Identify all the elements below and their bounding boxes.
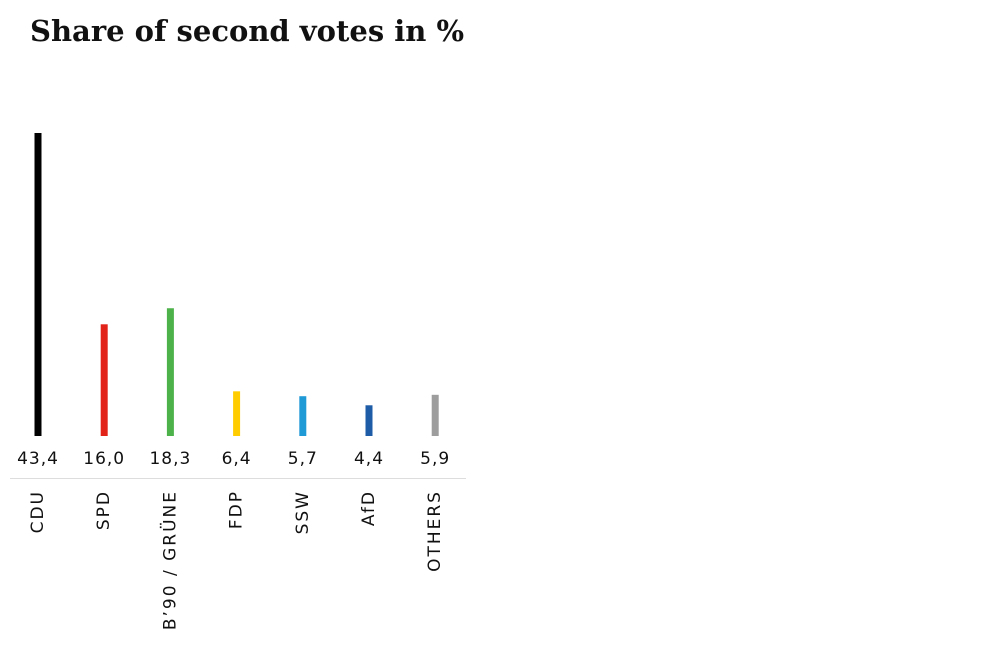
value-label: 18,3 — [149, 449, 191, 469]
value-label: 16,0 — [83, 449, 125, 469]
value-label: 5,7 — [288, 449, 318, 469]
bar — [100, 324, 108, 436]
value-label: 6,4 — [222, 449, 252, 469]
bar — [34, 133, 42, 436]
x-tick-label: AfD — [359, 490, 379, 526]
x-tick-label: FDP — [227, 490, 247, 529]
value-label: 5,9 — [420, 449, 450, 469]
x-tick-label: OTHERS — [425, 490, 445, 572]
bar — [166, 308, 174, 436]
bar — [431, 394, 439, 436]
x-tick-label: SPD — [94, 490, 114, 530]
value-label: 4,4 — [354, 449, 384, 469]
bar — [299, 396, 307, 436]
chart-title: Share of second votes in % — [30, 14, 464, 48]
bar — [365, 405, 373, 436]
bar — [233, 391, 241, 436]
x-tick-label: CDU — [28, 490, 48, 533]
value-label: 43,4 — [17, 449, 59, 469]
x-tick-label: SSW — [293, 490, 313, 534]
x-tick-label: B’90 / GRÜNE — [158, 490, 180, 630]
